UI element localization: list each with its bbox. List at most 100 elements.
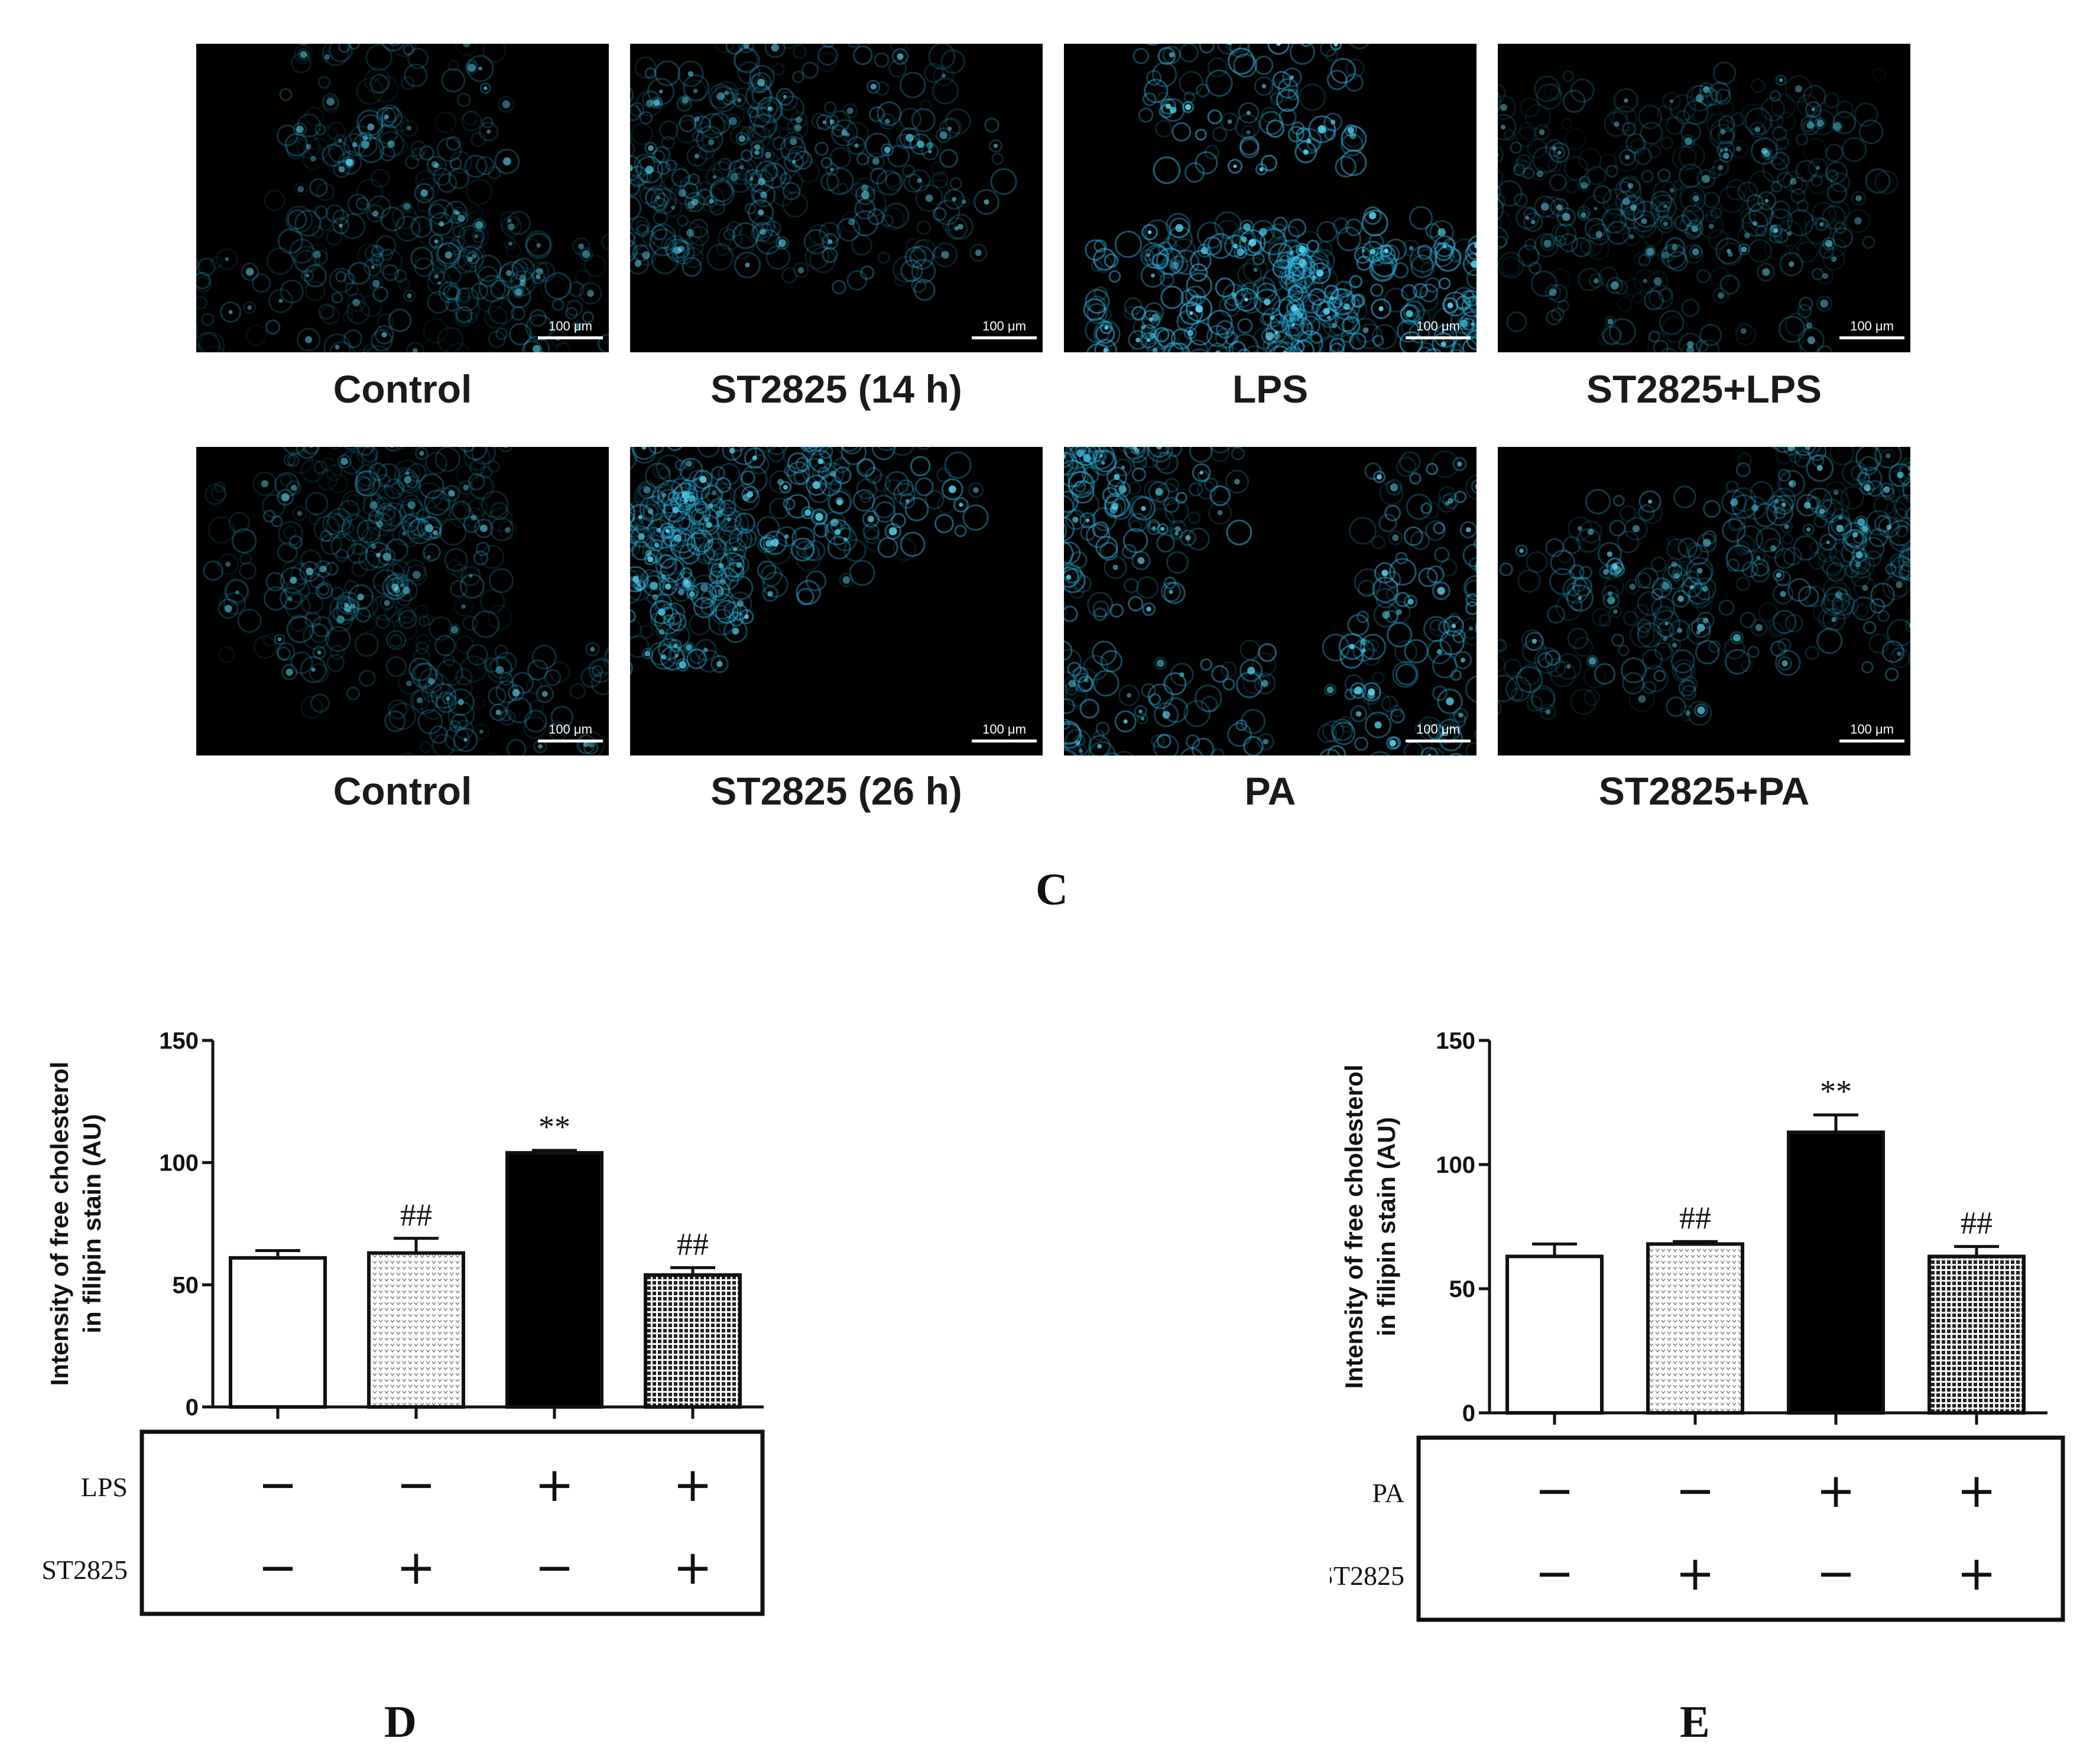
cell-outline (647, 549, 663, 563)
bright-spot (1632, 525, 1640, 533)
bright-spot (1643, 278, 1647, 283)
bright-spot (1354, 686, 1362, 695)
cell-outline (1409, 322, 1430, 344)
cell-outline (1670, 570, 1683, 582)
bright-spot (958, 223, 963, 230)
cell-outline (829, 147, 851, 168)
cell-outline (1400, 303, 1421, 325)
bright-spot (1702, 174, 1711, 183)
cell-outline (487, 166, 502, 180)
cell-outline (758, 96, 783, 122)
cell-outline (643, 582, 666, 605)
cell-outline (196, 268, 198, 279)
cell-outline (253, 635, 277, 659)
cell-outline (1672, 589, 1690, 608)
cell-outline (196, 332, 221, 352)
bright-spot (1607, 318, 1614, 325)
cell-outline (650, 600, 674, 624)
cell-outline (1901, 547, 1910, 560)
cell-outline (1371, 671, 1385, 685)
cell-outline (916, 220, 932, 235)
cell-outline (1618, 644, 1630, 656)
cell-outline (307, 137, 330, 160)
cell-outline (1804, 217, 1832, 245)
cell-outline (283, 526, 297, 540)
cell-outline (1519, 663, 1541, 686)
cell-outline (320, 304, 340, 325)
cell-outline (779, 95, 805, 121)
cell-outline (1179, 44, 1199, 63)
cell-outline (1124, 447, 1139, 449)
cell-outline (1349, 44, 1370, 50)
cell-outline (1862, 621, 1877, 634)
cell-outline (1406, 494, 1433, 520)
cell-outline (657, 161, 671, 175)
cell-outline (1370, 751, 1390, 755)
cell-outline (962, 504, 989, 531)
bright-spot (784, 534, 789, 539)
bright-spot (1638, 695, 1646, 703)
cell-outline (1203, 477, 1218, 492)
cell-outline (384, 478, 405, 500)
cell-outline (1799, 296, 1813, 312)
cell-outline (1550, 307, 1565, 321)
cell-outline (385, 538, 408, 562)
cell-outline (1809, 114, 1822, 127)
cell-outline (1085, 239, 1106, 261)
bright-spot (1886, 453, 1891, 459)
cell-outline (717, 526, 743, 552)
bright-spot (1114, 474, 1120, 480)
cell-outline (724, 562, 745, 582)
bright-spot (757, 78, 765, 86)
cell-outline (1579, 234, 1603, 257)
bright-spot (783, 485, 788, 490)
cell-outline (1189, 447, 1213, 463)
bright-spot (1293, 255, 1300, 262)
cell-outline (781, 267, 798, 284)
bright-spot (457, 699, 464, 705)
cell-outline (1822, 236, 1836, 251)
cell-outline (892, 256, 919, 283)
cell-outline (348, 261, 371, 285)
cell-outline (355, 607, 371, 622)
cell-outline (462, 110, 478, 126)
cell-outline (1131, 306, 1147, 321)
cell-outline (219, 592, 235, 609)
cell-outline (1825, 144, 1844, 163)
cell-outline (572, 320, 583, 332)
cell-outline (1217, 345, 1240, 352)
bright-spot (906, 134, 914, 142)
bright-spot (1155, 488, 1163, 496)
cell-outline (1686, 557, 1714, 585)
cell-outline (1672, 560, 1699, 588)
cell-outline (536, 685, 554, 703)
cell-outline (1740, 208, 1756, 224)
bar (229, 1256, 327, 1409)
cell-outline (1777, 656, 1792, 671)
cell-outline (732, 158, 750, 176)
cell-outline (1296, 243, 1311, 258)
bright-spot (537, 744, 543, 749)
cell-outline (1475, 351, 1477, 352)
cell-outline (410, 247, 434, 270)
cell-outline (387, 699, 408, 719)
cell-outline (1069, 582, 1085, 599)
cell-outline (1842, 460, 1868, 486)
cell-outline (265, 319, 281, 335)
cell-outline (751, 182, 776, 207)
cell-outline (1769, 90, 1782, 102)
cell-outline (876, 170, 903, 196)
bright-spot (1719, 148, 1724, 153)
cell-outline (1345, 218, 1363, 236)
cell-outline (1169, 255, 1189, 274)
cell-outline (740, 149, 753, 162)
cell-outline (797, 160, 820, 184)
bright-spot (1611, 281, 1619, 290)
cell-outline (434, 447, 460, 472)
cell-outline (1128, 495, 1153, 519)
bright-spot (1111, 502, 1119, 510)
cell-outline (1262, 268, 1286, 292)
cell-outline (1114, 458, 1133, 476)
cell-outline (1577, 205, 1591, 219)
cell-outline (325, 464, 343, 482)
